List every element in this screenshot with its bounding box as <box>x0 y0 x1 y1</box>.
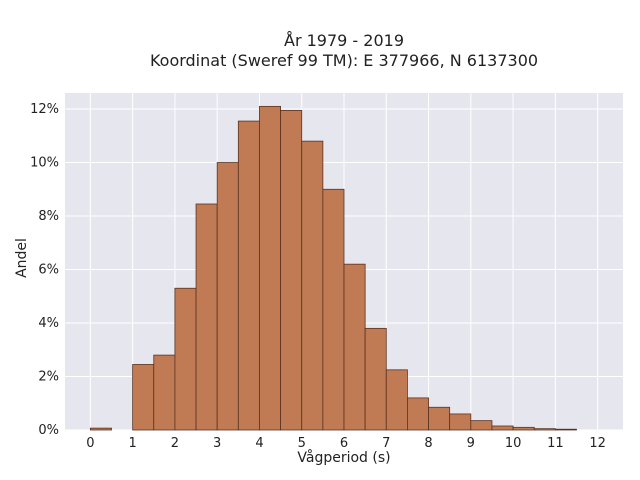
y-axis-ticks: 0% 2% 4% 6% 8% 10% 12% <box>30 102 59 438</box>
histogram-bar <box>195 203 218 431</box>
x-tick-label: 9 <box>467 436 475 451</box>
histogram-bar <box>237 120 260 431</box>
histogram-bar <box>449 413 472 431</box>
histogram-bar <box>385 369 408 431</box>
histogram-bar <box>364 327 387 431</box>
histogram-bar <box>132 364 155 431</box>
y-tick-label: 12% <box>30 102 59 117</box>
x-tick-label: 12 <box>589 436 606 451</box>
y-axis-label: Andel <box>14 238 30 278</box>
histogram-bar <box>491 425 514 431</box>
histogram-bar <box>428 406 451 431</box>
histogram-bar <box>533 428 556 431</box>
x-tick-label: 5 <box>298 436 306 451</box>
histogram-bar <box>322 188 345 431</box>
y-tick-label: 10% <box>30 156 59 171</box>
x-tick-label: 6 <box>340 436 348 451</box>
histogram-bar <box>174 287 197 431</box>
histogram-bar <box>343 263 366 431</box>
histogram-bar <box>153 354 176 431</box>
x-tick-label: 10 <box>505 436 522 451</box>
y-tick-label: 2% <box>38 370 59 385</box>
x-axis-label: Vågperiod (s) <box>297 449 390 466</box>
bars <box>89 105 577 431</box>
x-tick-label: 11 <box>547 436 564 451</box>
y-tick-label: 0% <box>38 423 59 438</box>
x-tick-label: 1 <box>128 436 136 451</box>
histogram-bar <box>512 426 535 431</box>
x-tick-label: 3 <box>213 436 221 451</box>
x-tick-label: 8 <box>424 436 432 451</box>
histogram-bar <box>216 162 239 431</box>
chart-title-line-2: Koordinat (Sweref 99 TM): E 377966, N 61… <box>150 51 538 70</box>
histogram-bar <box>554 428 577 431</box>
y-tick-label: 4% <box>38 316 59 331</box>
histogram-bar <box>470 420 493 431</box>
x-tick-label: 4 <box>255 436 263 451</box>
histogram-bar <box>89 427 112 431</box>
x-tick-label: 0 <box>86 436 94 451</box>
histogram-bar <box>259 105 281 431</box>
histogram-bar <box>407 397 429 431</box>
y-tick-label: 8% <box>38 209 59 224</box>
histogram-bar <box>301 140 324 431</box>
y-tick-label: 6% <box>38 263 59 278</box>
x-tick-label: 7 <box>382 436 390 451</box>
x-axis-ticks: 0 1 2 3 4 5 6 7 8 9 10 11 12 <box>86 436 606 451</box>
chart-title-line-1: År 1979 - 2019 <box>284 31 404 50</box>
histogram-bar <box>280 109 303 431</box>
x-tick-label: 2 <box>171 436 179 451</box>
